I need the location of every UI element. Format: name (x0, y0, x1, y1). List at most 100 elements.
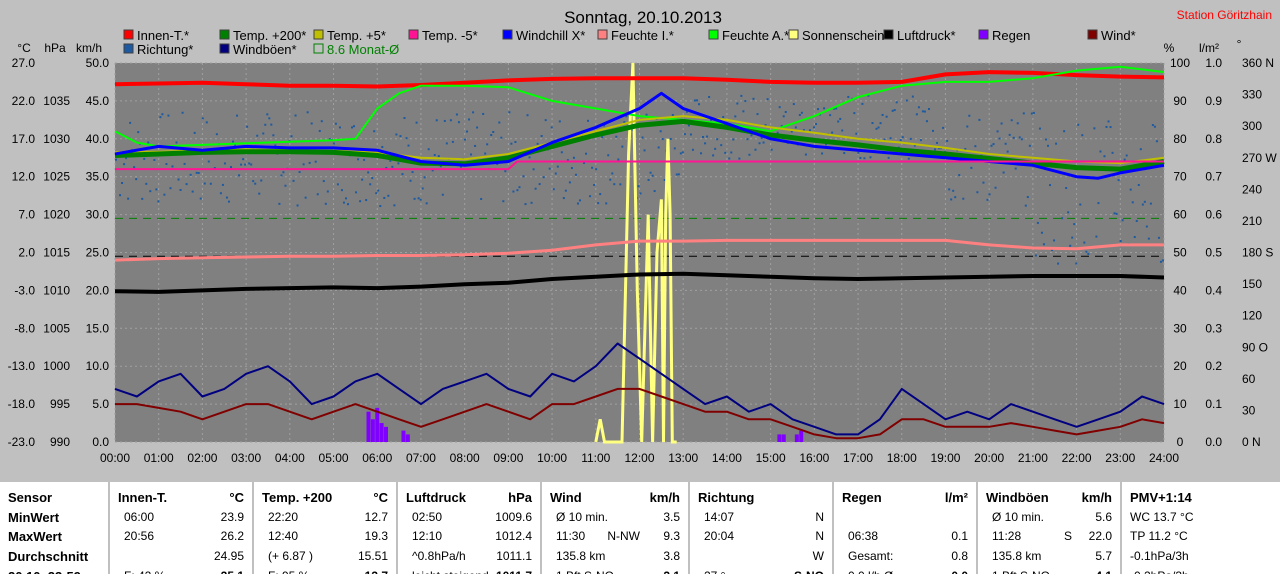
direction-point (994, 186, 997, 189)
tick-label-direction: 210 (1242, 214, 1262, 228)
direction-point (234, 143, 237, 146)
table-cell-time: TP 11.2 °C (1130, 529, 1188, 543)
tick-label-humidity: 30 (1173, 321, 1187, 335)
direction-point (558, 120, 561, 123)
tick-label-wind: 15.0 (86, 321, 110, 335)
station-label: Station Göritzhain (1177, 8, 1272, 22)
tick-label-rain: 0.7 (1205, 170, 1222, 184)
direction-point (1014, 167, 1017, 170)
table-header: Innen-T. °C (118, 490, 244, 505)
rain-bar (383, 426, 388, 442)
legend-item: Temp. +200* (219, 28, 306, 43)
direction-point (607, 154, 610, 157)
table-cell-value: 24.95 (213, 549, 244, 563)
direction-point (839, 117, 842, 120)
direction-point (463, 138, 466, 141)
legend-swatch (313, 29, 324, 40)
table-row: 11:28 S 22.0 (986, 529, 1112, 545)
direction-point (597, 202, 600, 205)
direction-point (147, 141, 150, 144)
tick-label-pressure: 1010 (43, 283, 70, 297)
direction-point (1036, 221, 1039, 224)
direction-point (748, 153, 751, 156)
legend-item: Regen (978, 28, 1030, 43)
direction-point (776, 131, 779, 134)
direction-point (502, 200, 505, 203)
direction-point (988, 193, 991, 196)
table-row: 06:00 23.9 (118, 510, 244, 526)
direction-point (153, 158, 156, 161)
table-header-unit: l/m² (944, 490, 968, 505)
legend-item: Temp. +5* (313, 28, 386, 43)
tick-label-rain: 0.4 (1205, 283, 1222, 297)
table-column-4: Wind km/h Ø 10 min. 3.5 11:30 N-NW 9.3 135.8 km… (542, 482, 688, 574)
direction-point (415, 121, 418, 124)
direction-point (1107, 120, 1110, 123)
direction-point (1046, 144, 1049, 147)
legend-swatch (883, 29, 894, 40)
table-row: 24.95 (118, 549, 244, 565)
direction-point (990, 144, 993, 147)
table-row: W (698, 549, 824, 565)
direction-point (752, 97, 755, 100)
direction-point (760, 137, 763, 140)
direction-point (252, 180, 255, 183)
direction-point (292, 179, 295, 182)
direction-point (901, 136, 904, 139)
direction-point (802, 129, 805, 132)
direction-point (1103, 155, 1106, 158)
tick-label-temp: -13.0 (8, 359, 36, 373)
direction-point (486, 143, 489, 146)
tick-label-time: 06:00 (362, 451, 392, 465)
direction-point (885, 115, 888, 118)
direction-point (798, 113, 801, 116)
direction-point (871, 122, 874, 125)
direction-point (917, 106, 920, 109)
direction-point (1004, 142, 1007, 145)
direction-point (246, 125, 249, 128)
tick-label-direction: 30 (1242, 403, 1256, 417)
direction-point (302, 163, 305, 166)
tick-label-pressure: 990 (50, 435, 70, 449)
direction-point (907, 157, 910, 160)
direction-point (974, 145, 977, 148)
tick-label-time: 01:00 (144, 451, 174, 465)
direction-point (823, 107, 826, 110)
direction-point (913, 144, 916, 147)
table-cell-time: 135.8 km (992, 549, 1042, 563)
direction-point (389, 159, 392, 162)
direction-point (675, 173, 678, 176)
direction-point (272, 134, 275, 137)
tick-label-time: 08:00 (450, 451, 480, 465)
direction-point (526, 114, 529, 117)
table-header-label: Temp. +200 (262, 490, 333, 505)
direction-point (250, 163, 253, 166)
direction-point (754, 148, 757, 151)
table-row: Ø 10 min. 3.5 (550, 510, 680, 526)
table-row: Durchschnitt (8, 549, 100, 565)
direction-point (855, 132, 858, 135)
table-header-label: Regen (842, 490, 882, 505)
legend-label: Innen-T.* (137, 28, 189, 43)
tick-label-time: 09:00 (493, 451, 523, 465)
direction-point (899, 139, 902, 142)
direction-point (615, 135, 618, 138)
direction-point (833, 107, 836, 110)
table-cell-time: 02:50 (412, 510, 443, 524)
tick-label-direction: 0 N (1242, 435, 1261, 449)
direction-point (1024, 204, 1027, 207)
direction-point (482, 112, 485, 115)
direction-point (223, 162, 226, 165)
direction-point (225, 196, 228, 199)
direction-point (171, 165, 174, 168)
table-header-label: Windböen (986, 490, 1049, 505)
tick-label-rain: 0.8 (1205, 132, 1222, 146)
table-cell-value: S-NO (794, 569, 824, 574)
legend-item: 8.6 Monat-Ø (313, 42, 399, 57)
direction-point (179, 188, 182, 191)
direction-point (1038, 127, 1041, 130)
legend-item: Richtung* (123, 42, 193, 57)
direction-point (500, 136, 503, 139)
direction-point (1006, 150, 1009, 153)
table-row: 20:04 N (698, 529, 824, 545)
